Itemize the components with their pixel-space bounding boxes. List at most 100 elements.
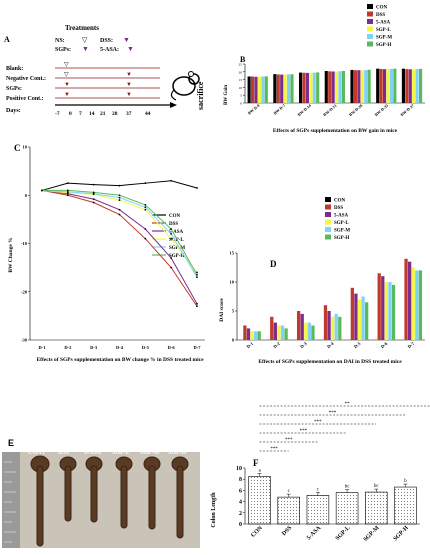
legend-label: SGP-H [334,236,349,241]
y-tick-label: 5 [232,309,235,314]
y-tick-label: 0 [239,522,242,528]
legend-sgps-symbol: ▼ [82,45,89,53]
point-con [144,182,147,185]
bar-dss [379,68,383,103]
bar-sgp-l [360,70,364,103]
svg-text:44: 44 [145,111,151,117]
bar-sgp-m [261,76,265,103]
point-sgp-l [196,271,198,274]
legend-5asa-symbol: ▼ [127,45,134,53]
legend-b: CON DSS 5-ASA SGP-L SGP-M SGP-H [367,4,392,48]
bar-5-asa [327,311,331,340]
bar-sgp-m [361,296,365,340]
bar-sgp-h [365,302,369,340]
group-blank: Blank: [6,66,23,72]
photo-label-sgp-l: SGP-L [112,452,130,456]
x-tick-label: D-1 [245,340,254,349]
y-tick-label: 2 [239,511,242,517]
svg-text:▼: ▼ [126,92,132,98]
significance-stars: *** [270,447,278,452]
bar-5-asa [407,261,412,340]
bar-sgp-h [391,284,396,340]
photo-label-5-asa: 5-ASA [84,452,102,456]
bar-sgp-l [335,71,339,103]
bar-con [376,68,380,103]
bar-sgp-m [415,270,419,340]
bar-5-asa [246,328,251,340]
photo-label-sgp-h: SGP-H [168,452,187,456]
bar-sgp-h [338,316,342,340]
svg-text:21: 21 [100,111,106,117]
colon-photo: CONT DSS 5-ASA SGP-L SGP-M SGP-H [2,452,200,548]
bar-sgp-l [304,322,308,340]
bar-dss [296,311,301,340]
bar-sgp-h [316,72,320,103]
bar-sgp-h [341,71,345,103]
y-tick-label: 20 [239,70,243,74]
bar-con [273,74,277,103]
legend-swatch [325,227,331,232]
svg-text:7: 7 [79,111,82,117]
legend-swatch [325,234,331,240]
legend-dss: DSS: [100,38,113,44]
bar-sgp-l [309,72,313,103]
bw-gain-chart: B CON DSS 5-ASA SGP-L SGP-M SGP-H BW Gain Eff… [224,4,425,134]
y-tick-label: 5 [240,94,242,98]
legend-label: SGP-L [376,28,391,33]
panel-f-label: F [253,458,259,468]
bar-con [401,68,405,103]
x-tick-label: BW D-0 [247,103,261,116]
svg-text:▼: ▼ [64,92,70,98]
point-sgp-m [196,276,198,279]
y-tick-label: 0 [240,102,242,106]
bar-sgp-h [264,76,268,103]
legend-swatch [325,219,331,225]
panel-d: D CON DSS 5-ASA SGP-L SGP-M SGP-H DAI score E… [215,195,430,365]
bar-5-asa [305,72,309,103]
legend-dss-symbol: ▼ [123,36,130,44]
y-axis-label: DAI score [219,298,225,322]
bar-sgp-l [412,69,416,103]
panel-c-label: C [14,143,21,153]
point-sgp-h [196,273,198,276]
point-sgp-h [170,228,173,230]
x-axis-title: Effects of SGPs supplementation on BW ga… [273,128,398,134]
y-tick-label: -30 [21,338,28,343]
panel-a-label: A [4,35,10,44]
svg-text:▽: ▽ [64,62,69,68]
bar-5-asa [354,293,358,340]
panel-e-label: E [8,438,15,448]
point-5-asa [196,302,198,305]
legend-label: SGP-L [334,221,349,226]
bar-dss [404,258,408,340]
bar-dss [302,72,306,103]
bar-con [324,71,328,103]
treatments-title: Treatments [65,24,99,32]
bar-5-asa [331,71,335,103]
y-tick-label: 10 [23,145,28,150]
panel-b: B CON DSS 5-ASA SGP-L SGP-M SGP-H BW Gain Eff… [215,0,430,135]
significance-letter: a [258,468,261,473]
significance-stars: *** [285,438,293,443]
significance-letter: b [404,479,407,484]
y-tick-label: 15 [239,78,243,82]
x-tick-label: SGP-L [335,525,352,542]
significance-letter: c [288,489,291,494]
bar-sgp-m [388,282,392,340]
legend-label: SGP-H [169,254,184,259]
bar-dss [377,273,381,340]
legend-swatch [325,212,331,217]
point-dss [92,201,95,204]
point-sgp-h [66,189,69,192]
y-tick-label: 10 [230,280,235,285]
bar-sgp-l [257,76,261,103]
bar-sgp-h [257,331,261,340]
point-sgp-m [66,190,69,193]
legend-label: CON [169,214,181,219]
photo-label-sgp-m: SGP-M [140,452,160,456]
svg-text:0: 0 [69,111,72,117]
bar-sgp-h [419,68,423,103]
y-tick-label: 6 [239,488,242,494]
svg-text:28: 28 [112,111,118,117]
days-label: Days: [6,108,21,114]
